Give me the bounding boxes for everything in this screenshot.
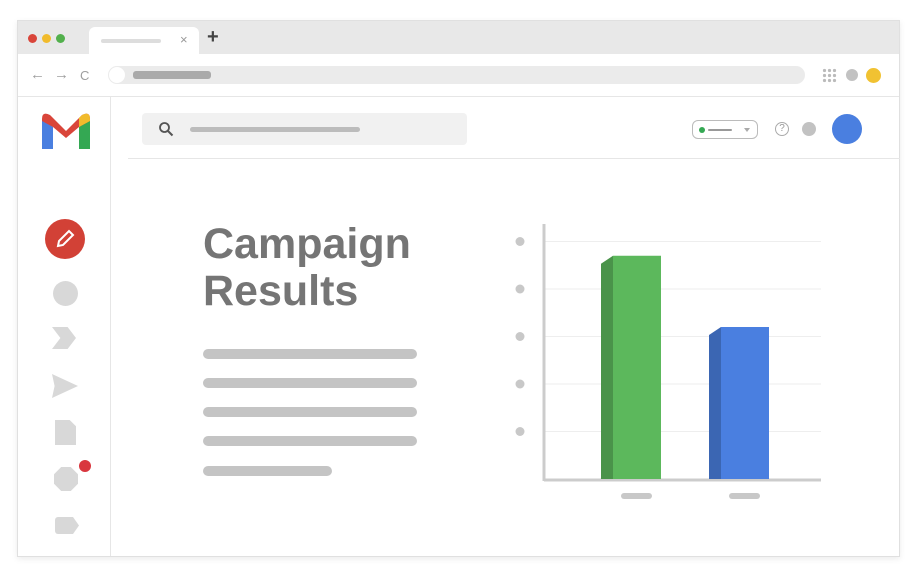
bar-chart <box>515 224 821 499</box>
label-important-icon[interactable] <box>52 327 76 349</box>
back-icon[interactable]: ← <box>30 66 45 83</box>
bar-side <box>709 327 721 479</box>
text-placeholder-line <box>203 378 417 388</box>
search-placeholder <box>190 127 360 132</box>
y-tick-label-placeholder <box>515 332 525 341</box>
text-placeholder-line <box>203 436 417 446</box>
tab-bar: × + <box>18 21 899 54</box>
close-tab-icon[interactable]: × <box>180 32 188 47</box>
maximize-window-button[interactable] <box>56 34 65 43</box>
y-tick-label-placeholder <box>515 379 525 389</box>
label-icon[interactable] <box>55 517 79 534</box>
url-placeholder <box>133 71 211 79</box>
new-tab-button[interactable]: + <box>207 26 219 48</box>
status-placeholder <box>708 129 732 131</box>
browser-tab[interactable]: × <box>89 27 199 54</box>
title-line-1: Campaign <box>203 220 411 268</box>
gmail-logo <box>42 113 90 149</box>
apps-grid-icon[interactable] <box>822 68 837 83</box>
bar <box>721 327 769 479</box>
search-input[interactable] <box>142 113 467 145</box>
y-tick-label-placeholder <box>515 427 525 436</box>
header-divider <box>128 158 900 159</box>
settings-icon[interactable] <box>802 122 816 136</box>
send-icon[interactable] <box>52 374 78 398</box>
page-title: Campaign Results <box>203 221 411 315</box>
y-tick-label-placeholder <box>515 237 525 246</box>
extension-icon[interactable] <box>846 69 858 81</box>
compose-button[interactable] <box>45 219 85 259</box>
status-dot <box>699 127 705 133</box>
forward-icon[interactable]: → <box>54 66 69 83</box>
address-bar-row: ← → C <box>18 54 899 97</box>
profile-icon[interactable] <box>866 68 881 83</box>
bar-side <box>601 255 613 479</box>
site-icon <box>109 67 125 83</box>
tab-title-placeholder <box>101 39 161 43</box>
browser-window: × + ← → C <box>17 20 900 557</box>
inbox-icon[interactable] <box>53 281 78 306</box>
minimize-window-button[interactable] <box>42 34 51 43</box>
search-icon <box>159 122 174 137</box>
snooze-icon[interactable] <box>54 467 78 491</box>
text-placeholder-line <box>203 466 332 476</box>
bar <box>613 255 661 479</box>
x-tick-label-placeholder <box>621 493 652 499</box>
close-window-button[interactable] <box>28 34 37 43</box>
chevron-down-icon <box>744 128 750 135</box>
sidebar <box>18 97 111 556</box>
draft-icon[interactable] <box>55 420 76 445</box>
help-icon[interactable]: ? <box>775 122 789 136</box>
account-avatar[interactable] <box>832 114 862 144</box>
notification-badge <box>79 460 91 472</box>
title-line-2: Results <box>203 267 359 315</box>
x-tick-label-placeholder <box>729 493 760 499</box>
url-input[interactable] <box>108 66 805 84</box>
y-tick-label-placeholder <box>515 284 525 294</box>
status-dropdown[interactable] <box>692 120 758 139</box>
pencil-icon <box>56 229 75 248</box>
reload-icon[interactable]: C <box>80 68 90 83</box>
text-placeholder-line <box>203 407 417 417</box>
text-placeholder-line <box>203 349 417 359</box>
